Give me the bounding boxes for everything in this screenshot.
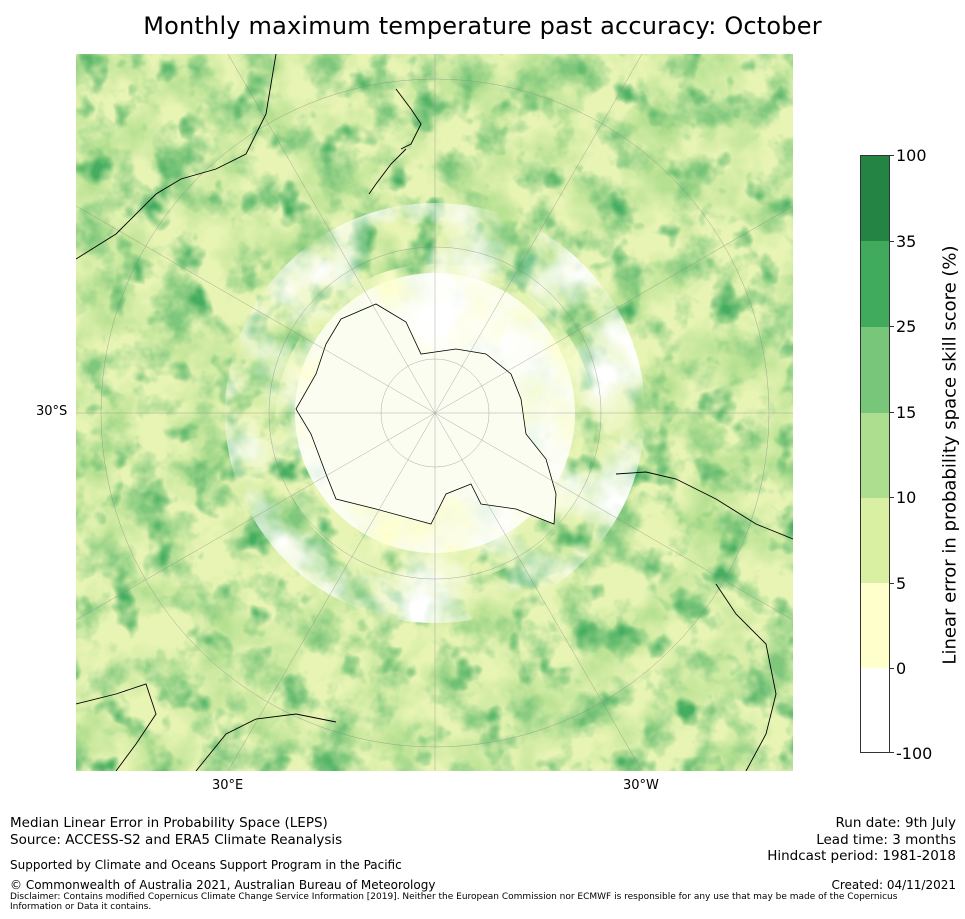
- map-plot[interactable]: [76, 54, 793, 771]
- lon-label-30w: 30°W: [623, 778, 659, 793]
- colorbar-swatch: [861, 498, 889, 583]
- footer-lead-time: Lead time: 3 months: [816, 832, 956, 848]
- colorbar-tick-label: 25: [896, 317, 917, 336]
- antarctica-centered-map: [76, 54, 793, 771]
- chart-title: Monthly maximum temperature past accurac…: [143, 12, 822, 40]
- lat-label-30s: 30°S: [36, 404, 68, 419]
- footer-created: Created: 04/11/2021: [831, 878, 956, 892]
- colorbar-tick-label: 5: [896, 574, 907, 593]
- colorbar-tick-label: 0: [896, 659, 907, 678]
- colorbar-swatch: [861, 583, 889, 668]
- colorbar-tick-label: 15: [896, 403, 917, 422]
- colorbar-tick-label: 10: [896, 488, 917, 507]
- new-zealand-coastline: [368, 88, 422, 195]
- lon-label-30e: 30°E: [212, 778, 244, 793]
- colorbar-swatch: [861, 668, 889, 752]
- south-america-coastline: [615, 471, 793, 771]
- australia-coastline: [76, 54, 277, 260]
- colorbar-swatch: [861, 327, 889, 413]
- colorbar-tick-label: -100: [896, 744, 933, 763]
- footer-hindcast: Hindcast period: 1981-2018: [767, 848, 956, 864]
- africa-coastline: [76, 683, 337, 771]
- footer-run-date: Run date: 9th July: [835, 815, 956, 831]
- colorbar-title: Linear error in probability space skill …: [939, 245, 961, 665]
- colorbar-tick-label: 35: [896, 232, 917, 251]
- colorbar-swatch: [861, 413, 889, 498]
- antarctica-coastline: [295, 303, 557, 525]
- colorbar-swatch: [861, 156, 889, 241]
- colorbar: [860, 155, 890, 753]
- footer-method: Median Linear Error in Probability Space…: [10, 815, 328, 831]
- colorbar-swatch: [861, 241, 889, 327]
- footer-copyright: © Commonwealth of Australia 2021, Austra…: [10, 878, 436, 892]
- colorbar-tick-label: 100: [896, 146, 927, 165]
- footer-disclaimer: Disclaimer: Contains modified Copernicus…: [10, 892, 898, 912]
- footer-support: Supported by Climate and Oceans Support …: [10, 858, 402, 872]
- footer-source: Source: ACCESS-S2 and ERA5 Climate Reana…: [10, 832, 343, 848]
